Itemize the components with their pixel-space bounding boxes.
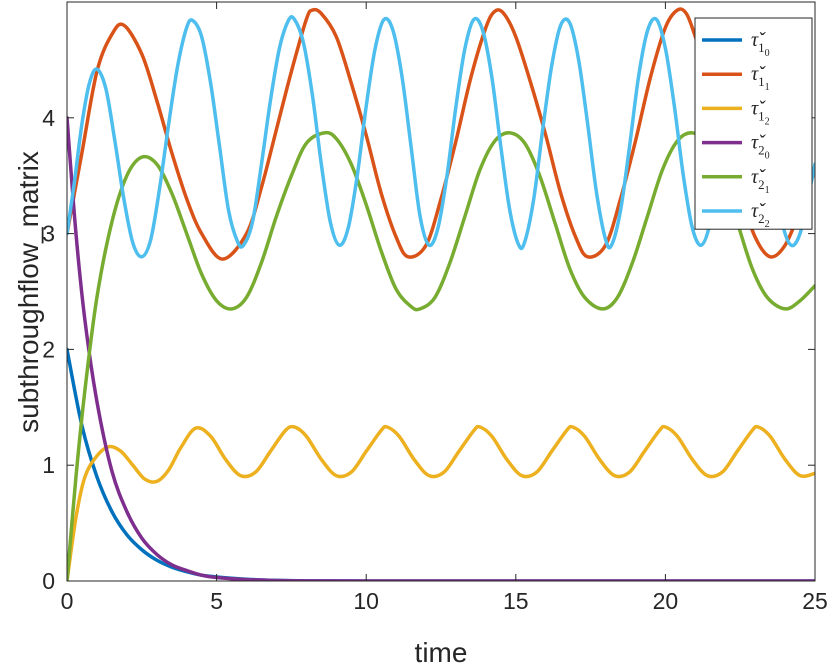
x-tick-label: 0 bbox=[61, 588, 74, 614]
series-line-2-0 bbox=[67, 116, 815, 581]
y-tick-label: 4 bbox=[42, 105, 55, 131]
plot-area bbox=[67, 2, 815, 581]
legend: τ̌10τ̌11τ̌12τ̌20τ̌21τ̌22 bbox=[694, 17, 813, 230]
plot-frame bbox=[66, 1, 816, 582]
y-tick-label: 2 bbox=[42, 336, 55, 362]
x-tick-label: 10 bbox=[353, 588, 379, 614]
series-line-1-1 bbox=[67, 7, 815, 261]
legend-box bbox=[694, 17, 813, 230]
y-axis-ticks: 0 1 2 3 4 bbox=[42, 105, 815, 594]
series-line-2-1 bbox=[67, 130, 815, 581]
x-axis-label: time bbox=[415, 637, 468, 667]
y-tick-label: 3 bbox=[42, 221, 55, 247]
x-tick-label: 25 bbox=[802, 588, 828, 614]
x-tick-label: 15 bbox=[503, 588, 529, 614]
y-tick-label: 0 bbox=[42, 568, 55, 594]
series-line-2-2 bbox=[67, 15, 815, 259]
y-tick-label: 1 bbox=[42, 452, 55, 478]
x-tick-label: 5 bbox=[210, 588, 223, 614]
y-axis-label: subthroughflow_matrix bbox=[13, 151, 44, 433]
x-axis-ticks: 0 5 10 15 20 25 bbox=[61, 2, 828, 614]
x-tick-label: 20 bbox=[653, 588, 679, 614]
series-line-1-2 bbox=[67, 424, 815, 581]
series-layer bbox=[67, 7, 815, 581]
